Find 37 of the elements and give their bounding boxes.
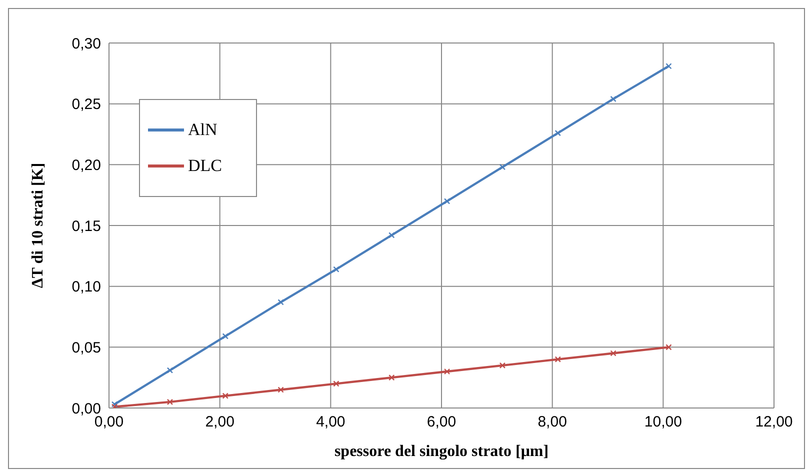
point	[610, 350, 616, 356]
point	[166, 398, 174, 406]
y-axis-title: ΔT di 10 strati [K]	[30, 162, 47, 288]
point	[499, 362, 506, 369]
point	[166, 367, 174, 374]
x-tick-label: 10,00	[644, 414, 682, 431]
x-tick-label: 8,00	[538, 414, 567, 431]
point	[222, 392, 228, 399]
point	[222, 333, 228, 340]
y-tick-label: 0,10	[72, 278, 101, 296]
point	[499, 164, 506, 170]
legend-label: AlN	[188, 120, 218, 140]
point	[610, 96, 616, 102]
point	[333, 266, 340, 272]
point	[388, 232, 395, 238]
y-tick-label: 0,30	[72, 35, 101, 52]
point	[278, 299, 284, 306]
legend-label: DLC	[188, 156, 222, 176]
point	[444, 368, 450, 375]
x-tick-label: 12,00	[755, 414, 793, 431]
point	[554, 356, 561, 362]
point	[333, 380, 340, 387]
point	[666, 344, 672, 350]
point	[444, 198, 450, 204]
x-tick-label: 2,00	[205, 414, 234, 431]
point	[111, 401, 118, 408]
y-tick-label: 0,20	[72, 156, 101, 174]
y-tick-label: 0,15	[72, 218, 101, 235]
point	[666, 63, 672, 70]
point	[278, 386, 284, 393]
x-tick-label: 4,00	[316, 414, 346, 431]
point	[554, 130, 561, 136]
y-tick-label: 0,25	[72, 96, 101, 114]
y-tick-label: 0,05	[72, 339, 101, 356]
x-tick-label: 6,00	[426, 414, 456, 431]
x-axis-title: spessore del singolo strato [μm]	[334, 443, 549, 460]
point	[388, 374, 395, 381]
